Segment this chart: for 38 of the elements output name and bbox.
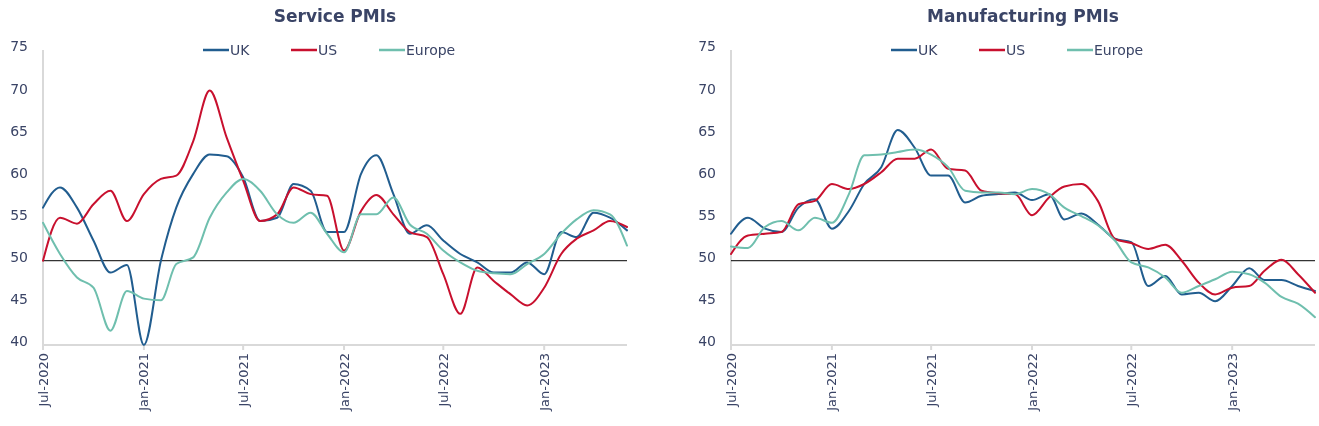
y-tick-label: 75 (10, 38, 28, 55)
y-tick-label: 75 (698, 38, 716, 55)
y-tick-label: 65 (10, 122, 28, 139)
chart-title: Service PMIs (273, 6, 397, 26)
x-tick-label: Jan-2023 (1224, 353, 1240, 412)
line-series (42, 177, 628, 332)
y-tick-label: 70 (698, 80, 716, 97)
legend-label: US (1006, 41, 1026, 58)
y-tick-label: 65 (698, 122, 716, 139)
y-tick-label: 50 (10, 249, 28, 266)
y-tick-label: 45 (10, 291, 28, 308)
x-tick-label: Jul-2022 (435, 353, 451, 408)
legend-label: US (318, 41, 338, 58)
x-tick-label: Jan-2022 (1024, 353, 1040, 412)
y-tick-label: 50 (698, 249, 716, 266)
y-tick-label: 70 (10, 80, 28, 97)
x-tick-label: Jul-2021 (235, 353, 251, 408)
y-tick-label: 40 (10, 333, 28, 350)
x-tick-label: Jan-2022 (336, 353, 352, 412)
x-tick-label: Jan-2023 (536, 353, 552, 412)
y-tick-label: 55 (10, 206, 28, 223)
legend-label: Europe (406, 41, 456, 58)
y-tick-label: 45 (698, 291, 716, 308)
x-tick-label: Jan-2021 (824, 353, 840, 412)
y-tick-label: 40 (698, 333, 716, 350)
x-tick-label: Jul-2020 (35, 353, 51, 408)
y-tick-label: 60 (10, 164, 28, 181)
x-tick-label: Jul-2021 (923, 353, 939, 408)
legend-label: UK (918, 41, 939, 58)
legend-label: UK (230, 41, 251, 58)
y-tick-label: 60 (698, 164, 716, 181)
legend-label: Europe (1094, 41, 1144, 58)
x-tick-label: Jan-2021 (136, 353, 152, 412)
line-series (42, 89, 628, 315)
y-tick-label: 55 (698, 206, 716, 223)
x-tick-label: Jul-2020 (723, 353, 739, 408)
chart-title: Manufacturing PMIs (927, 6, 1119, 26)
x-tick-label: Jul-2022 (1123, 353, 1139, 408)
